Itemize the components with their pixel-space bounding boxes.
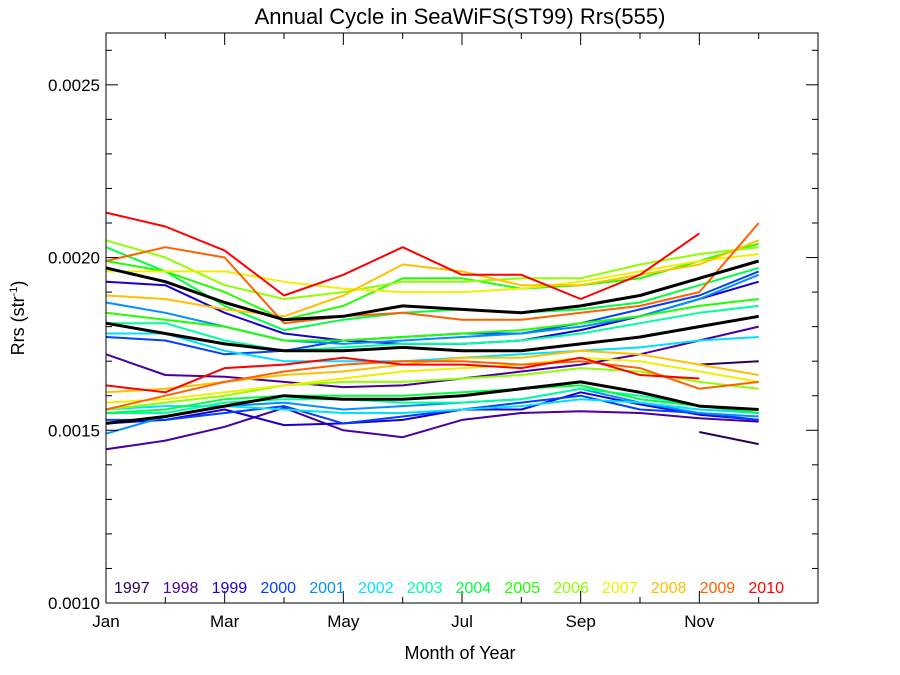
series-2005-line-1 — [105, 242, 759, 321]
y-tick-label: 0.0015 — [48, 421, 100, 440]
axes-layer: 0.0010 0.0015 0.0020 0.0025 Jan Mar May Jul Sep N… — [48, 32, 819, 631]
series-layer — [105, 211, 760, 451]
series-1998-line-1 — [105, 325, 759, 389]
series-2000-line-2 — [106, 394, 759, 425]
series-2003-line-1 — [106, 304, 759, 352]
series-2006-line-1 — [105, 239, 759, 300]
series-2005-line-2 — [105, 298, 759, 342]
legend-item-2005: 2005 — [504, 580, 540, 597]
legend-item-2009: 2009 — [700, 580, 736, 597]
legend-item-1997: 1997 — [114, 580, 150, 597]
x-tick-label: Nov — [684, 612, 715, 631]
plot-frame — [105, 32, 819, 604]
series-2002-line-2 — [105, 398, 759, 414]
y-tick-label: 0.0020 — [48, 249, 100, 268]
series-2004-line-2 — [105, 384, 759, 414]
legend-item-2007: 2007 — [602, 580, 638, 597]
series-mean-14-line-2 — [105, 314, 759, 353]
legend-item-2002: 2002 — [358, 580, 394, 597]
y-axis-label-sup: -1 — [8, 287, 20, 297]
series-2007-line-2 — [105, 356, 759, 404]
y-tick-label: 0.0025 — [48, 76, 100, 95]
x-tick-label: Sep — [566, 612, 596, 631]
x-tick-label: Jan — [92, 612, 119, 631]
series-1999-line-2 — [105, 391, 759, 427]
y-axis-label-close: ) — [8, 281, 28, 287]
y-axis-label-main: Rrs (str — [8, 296, 28, 355]
y-axis-label: Rrs (str-1) — [8, 281, 28, 356]
legend-item-2010: 2010 — [748, 580, 784, 597]
series-1997-line-1 — [699, 360, 759, 366]
series-2003-line-2 — [106, 387, 759, 414]
legend-item-2008: 2008 — [651, 580, 687, 597]
series-2008-line-1 — [105, 239, 760, 318]
legend-item-1999: 1999 — [212, 580, 248, 597]
legend-item-2003: 2003 — [407, 580, 443, 597]
series-2009-line-2 — [105, 360, 759, 411]
series-2010-line-2 — [105, 356, 700, 394]
series-1997-line-2 — [699, 431, 759, 446]
series-2010-line-1 — [105, 211, 700, 300]
series-2006-line-2 — [105, 367, 759, 411]
series-mean-14-line-3 — [105, 380, 759, 425]
x-tick-label: Mar — [210, 612, 240, 631]
series-2001-line-1 — [105, 273, 760, 345]
legend-item-2000: 2000 — [260, 580, 296, 597]
x-tick-label: May — [327, 612, 360, 631]
legend-item-2006: 2006 — [553, 580, 589, 597]
y-tick-label: 0.0010 — [48, 594, 100, 613]
legend-item-2001: 2001 — [309, 580, 345, 597]
legend: 1997 1998 1999 2000 2001 2002 2003 2004 2005 2006… — [114, 580, 784, 597]
x-axis-label: Month of Year — [404, 643, 515, 663]
series-2009-line-1 — [105, 222, 760, 325]
x-tick-label: Jul — [451, 612, 473, 631]
series-2007-line-1 — [106, 253, 759, 294]
chart-title: Annual Cycle in SeaWiFS(ST99) Rrs(555) — [255, 4, 666, 29]
series-1998-line-2 — [105, 406, 759, 451]
legend-item-2004: 2004 — [456, 580, 492, 597]
series-2002-line-1 — [106, 332, 759, 363]
series-mean-14-line-1 — [105, 259, 760, 322]
legend-item-1998: 1998 — [163, 580, 199, 597]
